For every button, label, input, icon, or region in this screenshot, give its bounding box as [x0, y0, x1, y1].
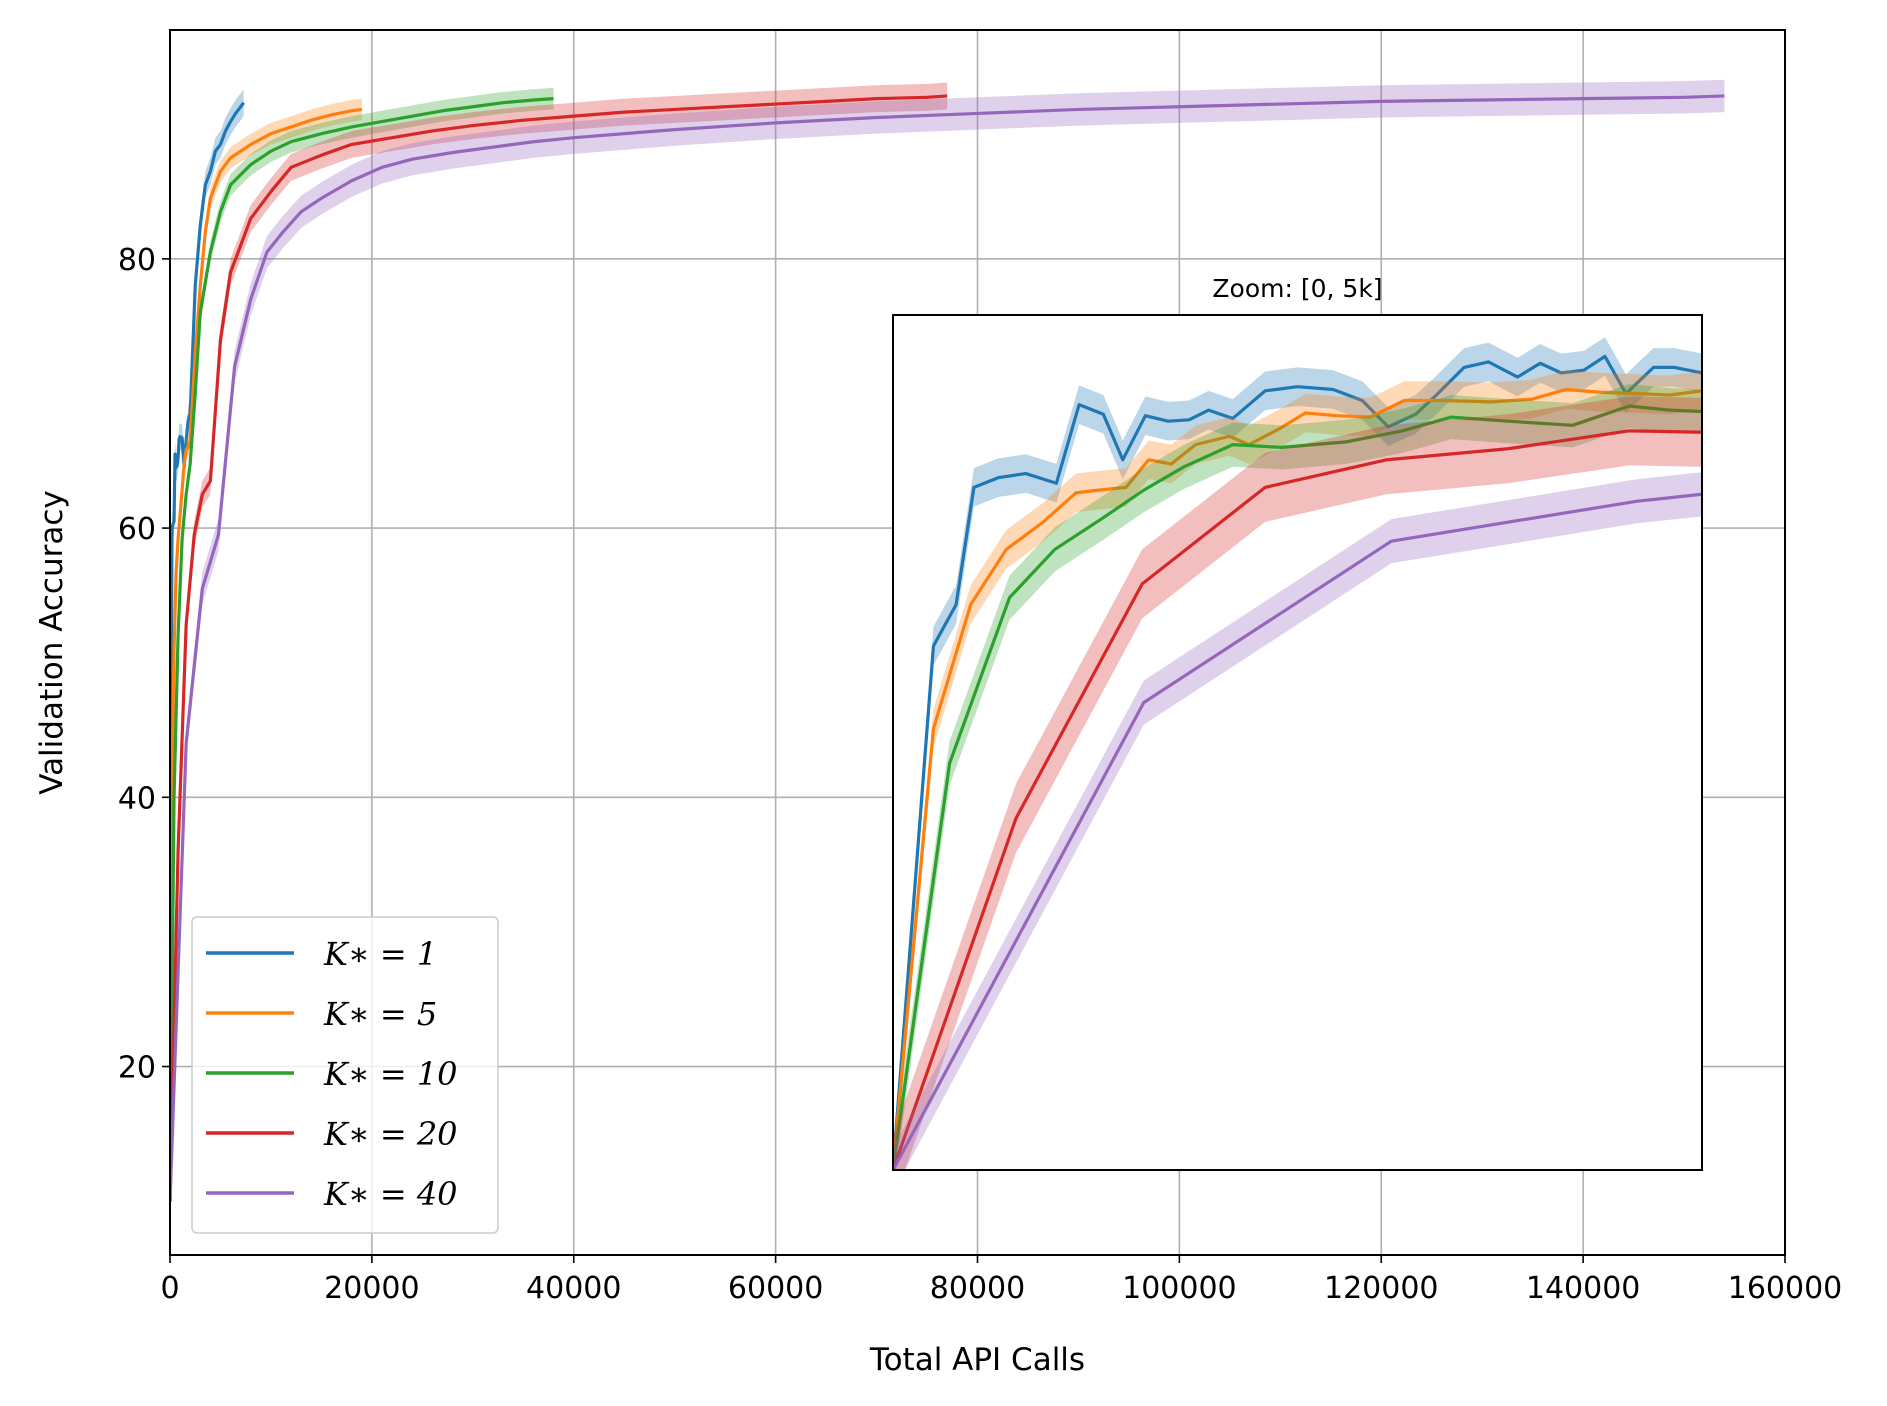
- x-tick-label: 20000: [324, 1271, 419, 1306]
- series-line-k-1: [170, 101, 245, 1202]
- x-tick-label: 0: [160, 1271, 179, 1306]
- inset-zoom: Zoom: [0, 5k]: [892, 274, 1703, 1171]
- inset-plot-area: [893, 337, 1702, 1170]
- legend-entry: K∗ = 20: [206, 1115, 458, 1153]
- band-k-40: [170, 79, 1725, 1218]
- axis-ticks: 0 20000 40000 60000 80000 100000 120000 140000 1…: [118, 243, 1842, 1306]
- legend-label: K∗ = 20: [323, 1115, 458, 1153]
- legend-entry: K∗ = 40: [206, 1175, 458, 1213]
- y-tick-label: 60: [118, 512, 156, 547]
- band-k-40: [893, 472, 1702, 1170]
- legend-label: K∗ = 1: [323, 935, 437, 973]
- legend: K∗ = 1 K∗ = 5 K∗ = 10 K∗ = 20 K∗ = 40: [191, 916, 499, 1234]
- inset-background: [893, 315, 1702, 1170]
- y-tick-label: 40: [118, 781, 156, 816]
- x-tick-label: 60000: [728, 1271, 823, 1306]
- x-tick-label: 160000: [1728, 1271, 1843, 1306]
- y-axis-label: Validation Accuracy: [34, 490, 70, 794]
- x-tick-label: 140000: [1526, 1271, 1641, 1306]
- series-line-k-10: [893, 404, 1702, 1170]
- legend-entry: K∗ = 1: [206, 935, 437, 973]
- inset-frame: [892, 314, 1703, 1171]
- series-line-k-40: [893, 492, 1702, 1170]
- legend-entry: K∗ = 10: [206, 1055, 458, 1093]
- main-plot-area: [170, 79, 1725, 1218]
- x-axis-label: Total API Calls: [869, 1342, 1085, 1378]
- y-tick-label: 80: [118, 243, 156, 278]
- series-line-k-5: [893, 387, 1702, 1170]
- x-tick-label: 120000: [1324, 1271, 1439, 1306]
- series-line-k-1: [893, 354, 1702, 1170]
- legend-box: [191, 916, 499, 1234]
- x-tick-label: 40000: [526, 1271, 621, 1306]
- series-line-k-20: [893, 429, 1702, 1170]
- series-line-k-20: [170, 94, 948, 1202]
- legend-entry: K∗ = 5: [206, 995, 437, 1033]
- series-line-k-10: [170, 97, 554, 1202]
- legend-label: K∗ = 10: [323, 1055, 458, 1093]
- legend-label: K∗ = 5: [323, 995, 437, 1033]
- series-line-k-5: [170, 107, 362, 1202]
- y-tick-label: 20: [118, 1051, 156, 1086]
- x-tick-label: 100000: [1122, 1271, 1237, 1306]
- legend-label: K∗ = 40: [323, 1175, 458, 1213]
- inset-title: Zoom: [0, 5k]: [1212, 274, 1382, 303]
- x-tick-label: 80000: [930, 1271, 1025, 1306]
- series-line-k-40: [170, 94, 1725, 1202]
- legend-items: K∗ = 1 K∗ = 5 K∗ = 10 K∗ = 20 K∗ = 40: [206, 935, 458, 1213]
